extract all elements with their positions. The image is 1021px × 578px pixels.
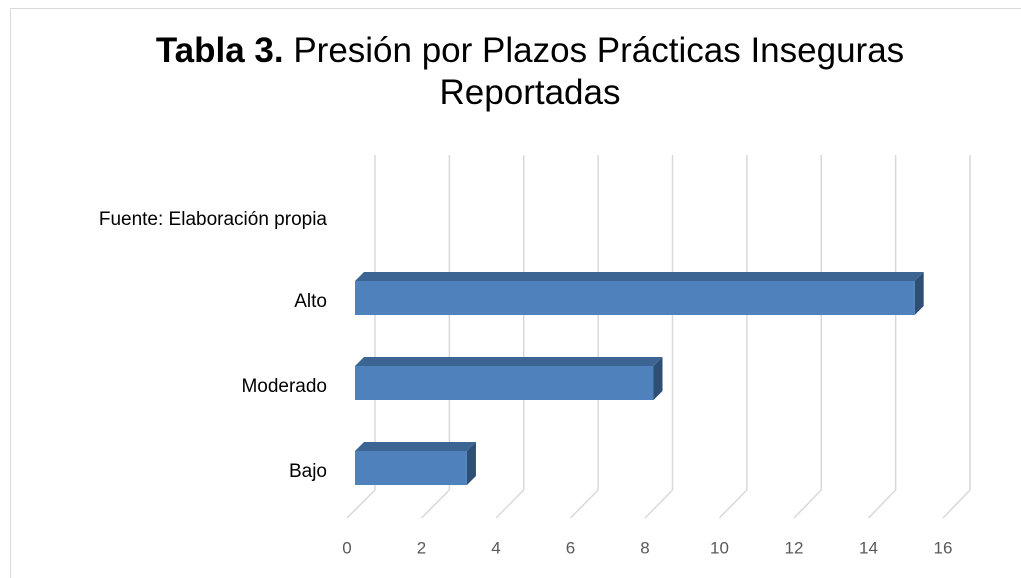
bar — [355, 451, 467, 485]
x-tick-label: 12 — [785, 538, 804, 557]
y-tick-label: Moderado — [241, 376, 327, 397]
bar-top — [355, 272, 924, 281]
floor-grid-line — [420, 489, 450, 519]
floor-grid-line — [495, 489, 525, 519]
x-tick-label: 10 — [710, 538, 729, 557]
chart-title: Tabla 3. Presión por Plazos Prácticas In… — [150, 30, 910, 114]
title-prefix: Tabla 3. — [155, 31, 284, 70]
bar — [355, 281, 915, 315]
bar-top — [355, 442, 476, 451]
source-note: Fuente: Elaboración propia — [99, 209, 328, 230]
x-tick-label: 8 — [640, 538, 649, 557]
floor-grid-line — [569, 489, 599, 519]
x-tick-label: 0 — [342, 538, 351, 557]
bar-side — [653, 357, 663, 400]
bar-top — [355, 357, 663, 366]
floor-grid-line — [867, 489, 897, 519]
y-tick-label: Bajo — [289, 461, 327, 482]
title-text: Presión por Plazos Prácticas Inseguras R… — [293, 31, 905, 112]
bar-side — [914, 272, 924, 315]
floor-grid-line — [346, 489, 376, 519]
floor-grid-line — [942, 489, 971, 519]
y-tick-label: Alto — [294, 291, 327, 312]
floor-grid-line — [793, 489, 822, 519]
x-tick-label: 4 — [491, 538, 500, 557]
x-tick-label: 16 — [934, 538, 953, 557]
floor-grid-line — [644, 489, 674, 519]
x-tick-label: 6 — [566, 538, 575, 557]
bar — [355, 366, 654, 400]
bar-side — [466, 442, 476, 485]
x-tick-label: 14 — [859, 538, 878, 557]
floor-grid-line — [718, 489, 748, 519]
x-tick-label: 2 — [417, 538, 426, 557]
